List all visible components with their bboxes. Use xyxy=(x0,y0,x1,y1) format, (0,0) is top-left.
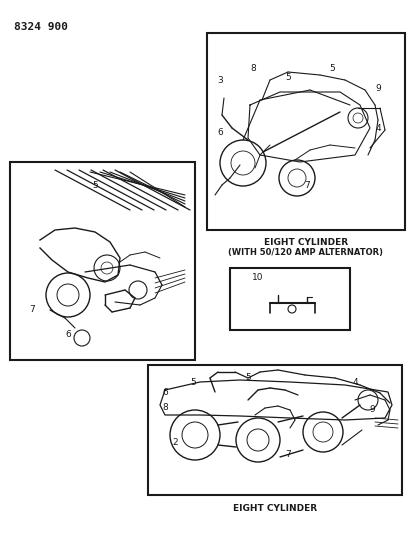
Text: 2: 2 xyxy=(172,439,178,448)
Text: 5: 5 xyxy=(190,378,196,387)
Text: 3: 3 xyxy=(217,76,222,85)
Text: 5: 5 xyxy=(245,374,250,383)
Text: 9: 9 xyxy=(368,406,374,415)
Text: 4: 4 xyxy=(374,124,380,133)
Text: 8: 8 xyxy=(162,403,167,413)
Bar xyxy=(207,33,404,230)
Text: EIGHT CYLINDER: EIGHT CYLINDER xyxy=(232,504,316,513)
Text: 8324 900: 8324 900 xyxy=(14,22,68,32)
Text: 10: 10 xyxy=(252,273,263,282)
Text: 6: 6 xyxy=(162,389,167,398)
Text: (WITH 50/120 AMP ALTERNATOR): (WITH 50/120 AMP ALTERNATOR) xyxy=(228,248,382,257)
Text: 7: 7 xyxy=(29,305,35,314)
Bar xyxy=(148,365,401,495)
Bar xyxy=(229,268,349,330)
Text: 6: 6 xyxy=(217,127,222,136)
Bar xyxy=(10,162,195,360)
Text: 7: 7 xyxy=(284,450,290,459)
Text: 5: 5 xyxy=(328,63,334,72)
Text: EIGHT CYLINDER: EIGHT CYLINDER xyxy=(263,238,347,247)
Text: 6: 6 xyxy=(65,330,71,340)
Text: 4: 4 xyxy=(351,378,357,387)
Text: 8: 8 xyxy=(249,63,255,72)
Text: 7: 7 xyxy=(303,181,309,190)
Text: 5: 5 xyxy=(92,181,98,190)
Text: 9: 9 xyxy=(374,84,380,93)
Text: 5: 5 xyxy=(284,72,290,82)
